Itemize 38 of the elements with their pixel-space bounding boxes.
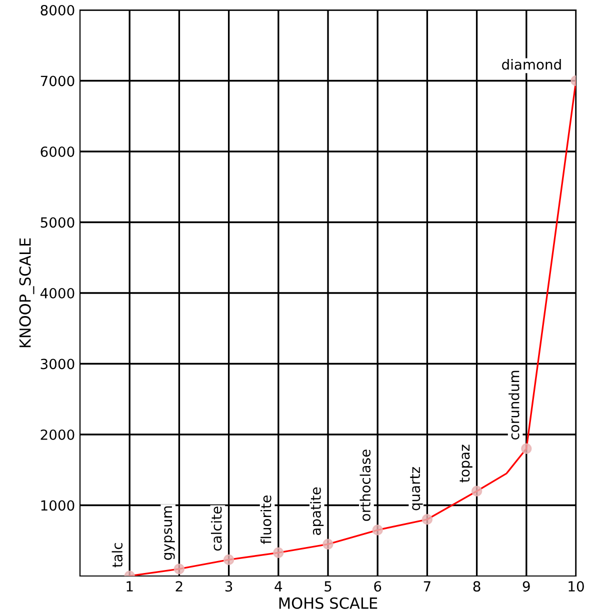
- x-tick-label: 2: [176, 581, 182, 592]
- x-tick-label: 3: [225, 581, 232, 592]
- x-tick-label: 8: [473, 581, 480, 592]
- x-tick-label: 6: [374, 581, 382, 592]
- y-tick-label: 4000: [40, 288, 74, 298]
- y-tick-label: 2000: [40, 429, 74, 440]
- point: [223, 554, 234, 566]
- point: [372, 524, 383, 536]
- point: [273, 547, 284, 558]
- annotation: diamond: [502, 58, 561, 70]
- annotation: corundum: [508, 370, 520, 440]
- x-tick-label: 7: [424, 581, 430, 592]
- x-tick-label: 5: [324, 581, 332, 592]
- y-tick-label: 8000: [40, 4, 74, 16]
- point: [322, 538, 334, 550]
- point: [471, 486, 482, 496]
- x-tick-label: 9: [522, 581, 530, 592]
- y-tick-label: 1000: [41, 500, 74, 511]
- y-tick-label: 5000: [40, 217, 74, 228]
- point: [174, 564, 185, 574]
- y-axis-title: KNOOP_SCALE: [19, 238, 34, 348]
- point: [422, 514, 433, 525]
- annotation: talc: [112, 543, 123, 568]
- x-tick-label: 4: [274, 581, 282, 592]
- annotation: fluorite: [260, 495, 272, 544]
- point: [521, 443, 532, 454]
- annotation: quartz: [410, 467, 423, 510]
- annotation: gypsum: [164, 506, 175, 560]
- y-tick-label: 7000: [40, 76, 74, 86]
- y-tick-label: 3000: [40, 358, 74, 370]
- annotation: orthoclase: [360, 450, 371, 521]
- annotation: topaz: [460, 444, 472, 482]
- x-axis-title: MOHS SCALE: [279, 597, 378, 609]
- y-tick-label: 6000: [40, 146, 74, 157]
- annotation: apatite: [310, 487, 324, 535]
- annotation: calcite: [210, 506, 222, 551]
- x-tick-label: 1: [126, 581, 133, 592]
- x-tick-label: 10: [568, 581, 584, 592]
